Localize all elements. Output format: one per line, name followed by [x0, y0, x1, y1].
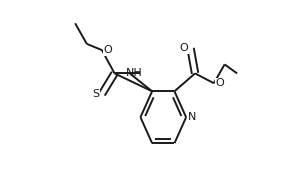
Text: N: N [188, 112, 197, 122]
Text: NH: NH [126, 68, 143, 78]
Text: O: O [180, 43, 188, 53]
Text: O: O [104, 45, 113, 55]
Text: S: S [93, 89, 100, 99]
Text: O: O [216, 78, 224, 88]
